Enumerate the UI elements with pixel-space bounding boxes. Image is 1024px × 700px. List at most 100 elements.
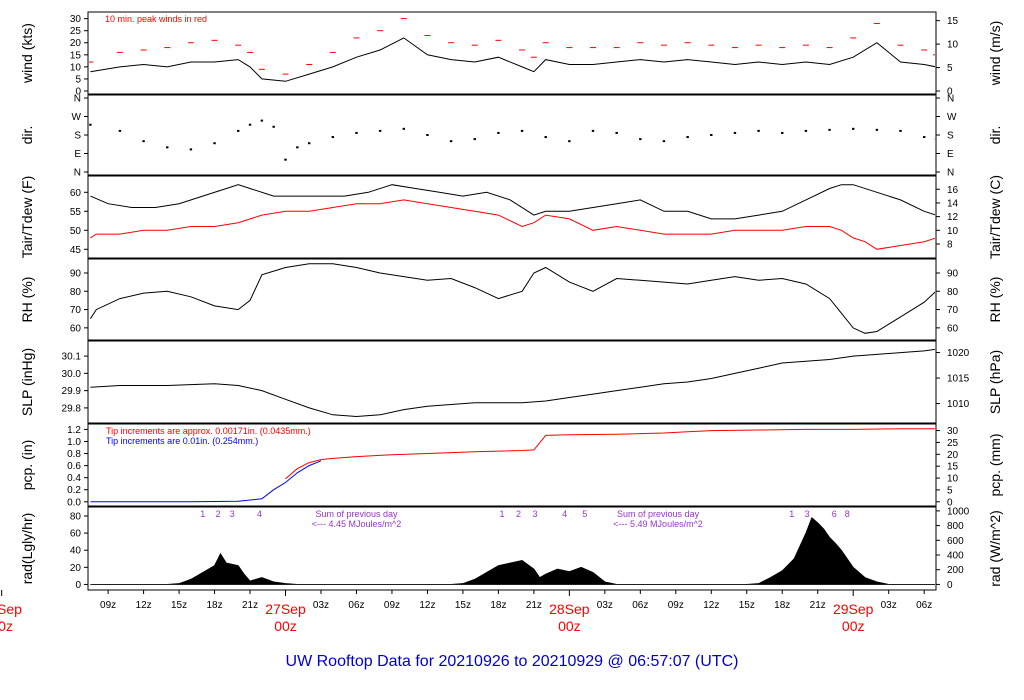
direction-point xyxy=(934,138,935,141)
rad-y2tick-label: 1000 xyxy=(947,506,970,517)
direction-point xyxy=(710,134,713,136)
dir-ylabel: dir. xyxy=(19,126,35,145)
direction-point xyxy=(355,131,358,134)
dir-ytick-label: S xyxy=(74,131,81,142)
slp-y2label: SLP (hPa) xyxy=(987,350,1003,414)
direction-point xyxy=(568,140,571,143)
pcp-y2tick-label: 30 xyxy=(947,426,959,437)
wind-ytick-label: 20 xyxy=(70,38,82,49)
slp-ytick-label: 30.1 xyxy=(62,352,82,363)
direction-point xyxy=(875,128,879,131)
Tair-line xyxy=(90,184,935,220)
dir-y2tick-label: N xyxy=(947,94,954,105)
direction-point xyxy=(378,129,382,132)
x-tick-label: 18z xyxy=(774,600,790,611)
wind-y2label: wind (m/s) xyxy=(987,21,1003,87)
direction-point xyxy=(899,129,902,132)
rad-annotation: <--- 4.45 MJoules/m^2 xyxy=(312,519,402,529)
x-tick-label: 18z xyxy=(206,600,222,611)
direction-point xyxy=(757,129,760,132)
dir-frame xyxy=(87,94,937,176)
x-tick-label: 21z xyxy=(810,600,826,611)
direction-point xyxy=(142,140,145,143)
wind-annotation: 10 min. peak winds in red xyxy=(105,14,207,24)
pcp-ytick-label: 0.0 xyxy=(67,497,81,508)
dir-ytick-label: N xyxy=(74,94,81,105)
slp-y2tick-label: 1020 xyxy=(947,348,970,359)
rad-area xyxy=(90,517,935,585)
dir-y2tick-label: E xyxy=(947,149,954,160)
wind-line xyxy=(90,37,935,82)
direction-point xyxy=(307,142,311,145)
rh-panel: 60 70 80 90 60 70 80 90 RH (%) RH (%) xyxy=(19,258,1003,341)
rh-frame xyxy=(87,258,937,341)
direction-point xyxy=(686,136,689,139)
x-tick-label: 06z xyxy=(916,600,932,611)
temp-ylabel: Tair/Tdew (F) xyxy=(19,176,35,258)
rad-ytick-label: 60 xyxy=(70,529,82,540)
temp-plot xyxy=(90,184,935,250)
rad-y2tick-label: 800 xyxy=(947,521,964,532)
rh-ylabel: RH (%) xyxy=(19,277,35,323)
dir-ytick-label: W xyxy=(72,112,82,123)
pcp_red-line xyxy=(285,428,935,480)
pcp-ylabel: pcp. (in) xyxy=(19,440,35,491)
wind-ytick-label: 30 xyxy=(70,14,82,25)
day-label: 27Sep xyxy=(265,601,306,617)
rad-hour-mark: 1 xyxy=(499,509,504,519)
temp-y2tick-label: 12 xyxy=(947,212,959,223)
pcp_blue-line xyxy=(90,460,322,503)
rh-y2tick-label: 70 xyxy=(947,305,959,316)
wind-y2tick-label: 0 xyxy=(947,87,953,98)
rad-ytick-label: 80 xyxy=(70,511,82,522)
direction-point xyxy=(639,138,642,141)
dir-y2tick-label: N xyxy=(947,168,954,179)
pcp-ytick-label: 1.0 xyxy=(67,437,81,448)
rad-hour-mark: 4 xyxy=(562,509,567,519)
direction-point xyxy=(733,131,737,134)
slp-y2tick-label: 1015 xyxy=(947,374,970,385)
temp-y2tick-label: 10 xyxy=(947,226,959,237)
wind-ytick-label: 25 xyxy=(70,26,82,37)
direction-point xyxy=(402,127,405,130)
x-tick-label: 03z xyxy=(881,600,897,611)
pcp-y2tick-label: 20 xyxy=(947,450,959,461)
rad-frame xyxy=(87,506,937,591)
day-label-hour: 00z xyxy=(842,618,865,634)
slp-ytick-label: 29.9 xyxy=(62,386,82,397)
day-label: 28Sep xyxy=(549,601,590,617)
x-tick-label: 12z xyxy=(703,600,719,611)
x-tick-label: 18z xyxy=(490,600,506,611)
temp-y2tick-label: 8 xyxy=(947,239,953,250)
wind-ytick-label: 10 xyxy=(70,62,82,73)
pcp-y2tick-label: 0 xyxy=(947,497,953,508)
pcp-ytick-label: 0.4 xyxy=(67,473,81,484)
direction-point xyxy=(260,119,264,122)
rh-y2tick-label: 80 xyxy=(947,287,959,298)
rad-ytick-label: 0 xyxy=(75,580,81,591)
x-tick-label: 15z xyxy=(171,600,187,611)
temp-ytick-label: 50 xyxy=(70,226,82,237)
day-label-hour: 00z xyxy=(0,618,13,634)
wind-ytick-label: 0 xyxy=(75,87,81,98)
direction-point xyxy=(89,123,92,126)
rad-hour-mark: 2 xyxy=(516,509,521,519)
direction-point xyxy=(449,140,453,143)
direction-point xyxy=(662,140,666,143)
temp-y2tick-label: 14 xyxy=(947,198,959,209)
direction-point xyxy=(272,125,275,128)
RH-line xyxy=(89,263,935,334)
direction-point xyxy=(852,127,855,130)
x-tick-label: 21z xyxy=(242,600,258,611)
day-label-hour: 00z xyxy=(274,618,297,634)
direction-point xyxy=(284,158,287,161)
dir-y2tick-label: S xyxy=(947,131,954,142)
rad-hour-mark: 4 xyxy=(257,509,262,519)
pcp-ytick-label: 0.2 xyxy=(67,485,81,496)
rad-hour-mark: 3 xyxy=(533,509,538,519)
pcp-plot xyxy=(90,428,935,503)
x-tick-label: 09z xyxy=(100,600,116,611)
